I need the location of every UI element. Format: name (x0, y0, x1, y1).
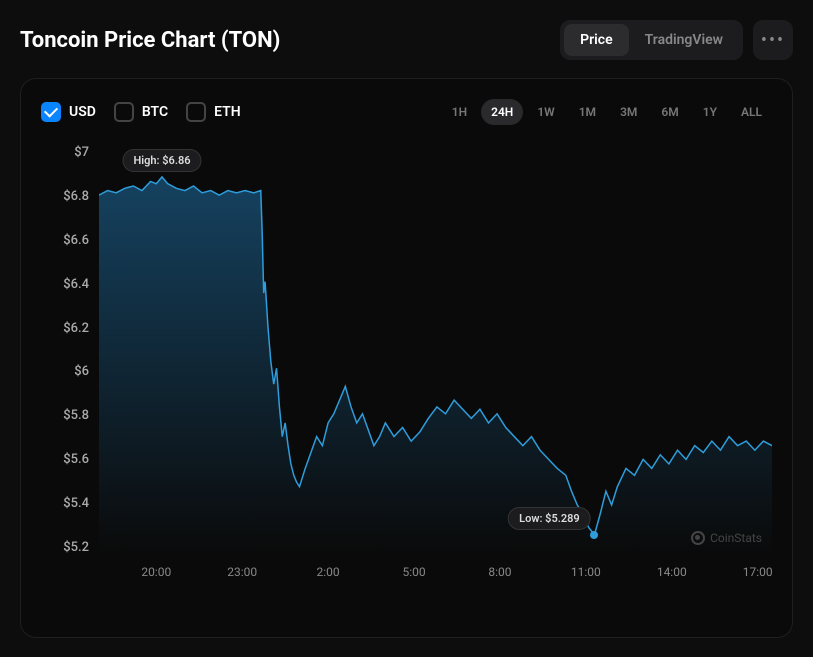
y-tick: $6.4 (41, 277, 89, 292)
range-1m[interactable]: 1M (569, 99, 606, 125)
y-tick: $5.2 (41, 540, 89, 555)
x-tick: 17:00 (743, 565, 773, 579)
y-tick: $6.6 (41, 233, 89, 248)
x-axis: 20:00 23:00 2:00 5:00 8:00 11:00 14:00 17:00 (99, 565, 772, 595)
chart-area: $7 $6.8 $6.6 $6.4 $6.2 $6 $5.8 $5.6 $5.4 $5.2 Hig… (41, 145, 772, 595)
x-tick: 20:00 (141, 565, 171, 579)
coinstats-icon (691, 531, 705, 545)
watermark-label: CoinStats (710, 531, 762, 545)
chart-plot[interactable]: High: $6.86 Low: $5.289 (99, 145, 772, 555)
high-tooltip: High: $6.86 (122, 149, 201, 172)
y-tick: $5.8 (41, 408, 89, 423)
tab-price[interactable]: Price (564, 24, 629, 56)
view-tab-group: PriceTradingView (560, 20, 743, 60)
y-tick: $6.2 (41, 321, 89, 336)
range-6m[interactable]: 6M (651, 99, 688, 125)
x-tick: 14:00 (657, 565, 687, 579)
range-3m[interactable]: 3M (610, 99, 647, 125)
currency-checkboxes: USD BTC ETH (41, 102, 241, 122)
checkbox-icon (41, 102, 61, 122)
checkbox-icon (114, 102, 134, 122)
header-controls: PriceTradingView ••• (560, 20, 793, 60)
x-tick: 11:00 (571, 565, 601, 579)
watermark: CoinStats (691, 531, 762, 545)
checkbox-label: ETH (214, 104, 241, 120)
y-tick: $5.4 (41, 496, 89, 511)
range-24h[interactable]: 24H (481, 99, 523, 125)
time-range-group: 1H24H1W1M3M6M1YALL (442, 99, 772, 125)
range-1w[interactable]: 1W (527, 99, 564, 125)
chart-controls: USD BTC ETH 1H24H1W1M3M6M1YALL (41, 99, 772, 125)
low-tooltip: Low: $5.289 (508, 507, 591, 530)
y-axis: $7 $6.8 $6.6 $6.4 $6.2 $6 $5.8 $5.6 $5.4 $5.2 (41, 145, 89, 555)
checkbox-icon (186, 102, 206, 122)
currency-check-usd[interactable]: USD (41, 102, 96, 122)
x-tick: 8:00 (488, 565, 511, 579)
x-tick: 5:00 (402, 565, 425, 579)
checkbox-label: BTC (142, 104, 168, 120)
x-tick: 2:00 (317, 565, 340, 579)
header: Toncoin Price Chart (TON) PriceTradingVi… (20, 20, 793, 60)
checkbox-label: USD (69, 104, 96, 120)
y-tick: $6 (41, 364, 89, 379)
currency-check-btc[interactable]: BTC (114, 102, 168, 122)
y-tick: $6.8 (41, 189, 89, 204)
page-title: Toncoin Price Chart (TON) (20, 28, 280, 53)
range-1h[interactable]: 1H (442, 99, 477, 125)
y-tick: $7 (41, 145, 89, 160)
chart-card: USDBTCETH 1H24H1W1M3M6M1YALL $7$6.8$6.6$… (20, 78, 793, 638)
more-button[interactable]: ••• (753, 20, 793, 60)
low-marker-dot (590, 531, 598, 539)
y-tick: $5.6 (41, 452, 89, 467)
range-1y[interactable]: 1Y (693, 99, 727, 125)
x-tick: 23:00 (227, 565, 257, 579)
tab-tradingview[interactable]: TradingView (629, 24, 739, 56)
currency-check-eth[interactable]: ETH (186, 102, 241, 122)
chart-svg (99, 145, 772, 555)
range-all[interactable]: ALL (731, 99, 772, 125)
